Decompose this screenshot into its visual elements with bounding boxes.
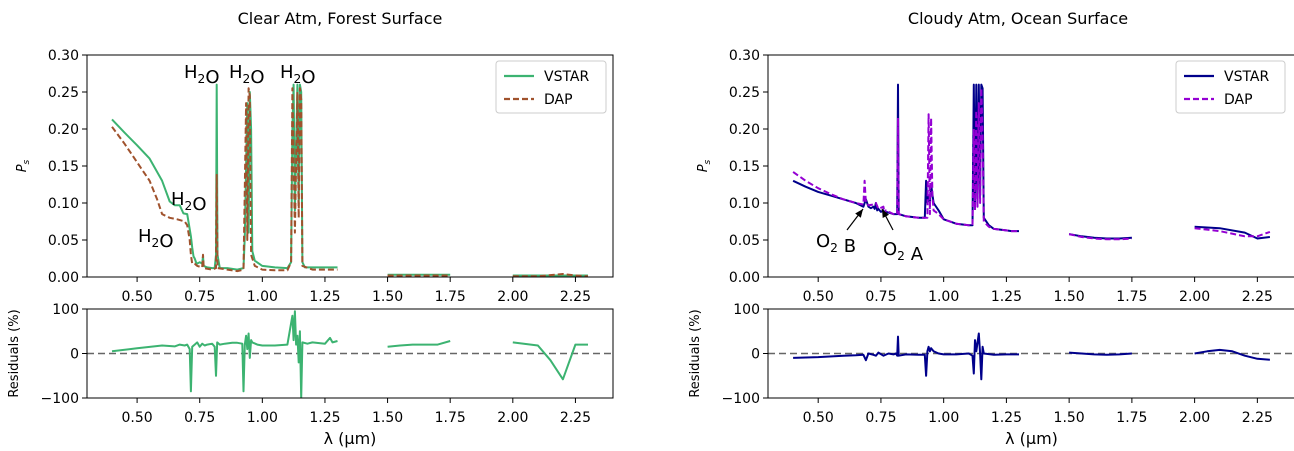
legend-entry: DAP — [1224, 92, 1253, 108]
y-tick-label: 0.30 — [48, 48, 79, 64]
y-tick-label: 0.15 — [48, 159, 79, 175]
res-x-tick-label: 0.75 — [184, 410, 215, 426]
legend: VSTAR DAP — [495, 60, 607, 114]
res-x-tick-label: 2.25 — [560, 410, 591, 426]
x-tick-label: 2.00 — [497, 289, 528, 305]
residual-line — [1194, 348, 1270, 361]
x-tick-label: 1.50 — [372, 289, 403, 305]
plot-frame — [767, 54, 1294, 278]
series-line-vstar — [792, 83, 1019, 233]
x-tick-label: 0.50 — [803, 289, 834, 305]
series-line-dap — [792, 87, 1019, 233]
legend: VSTAR DAP — [1175, 60, 1286, 114]
annotation-label: H2O — [171, 189, 207, 215]
res-y-axis-label: Residuals (%) — [688, 309, 703, 397]
panel-cloudy-ocean: Cloudy Atm, Ocean Surface 0.00 0.05 0.10 0.1… — [688, 9, 1294, 448]
x-tick-label: 1.75 — [435, 289, 466, 305]
res-x-tick-label: 1.50 — [372, 410, 403, 426]
x-tick-label: 0.75 — [865, 289, 896, 305]
x-tick-label: 1.00 — [928, 289, 959, 305]
panel-clear-forest: Clear Atm, Forest Surface 0.00 0.05 0.10 0.1… — [7, 9, 614, 448]
series-line-dap — [111, 87, 338, 273]
res-x-tick-label: 1.25 — [309, 410, 340, 426]
residual-line — [1069, 351, 1132, 356]
residual-frame — [767, 308, 1294, 399]
res-x-tick-label: 1.00 — [247, 410, 278, 426]
res-x-tick-label: 1.75 — [435, 410, 466, 426]
x-tick-label: 2.25 — [1242, 289, 1273, 305]
residual-line — [387, 340, 451, 348]
chart-title: Cloudy Atm, Ocean Surface — [908, 9, 1128, 28]
y-tick-label: 0.25 — [729, 85, 760, 101]
res-y-tick-label: −100 — [41, 391, 79, 407]
res-x-tick-label: 1.50 — [1054, 410, 1085, 426]
x-tick-label: 1.75 — [1116, 289, 1147, 305]
x-tick-label: 2.00 — [1179, 289, 1210, 305]
series-line-vstar — [1194, 225, 1271, 240]
annotation-label: H2O — [138, 226, 174, 252]
chart-title: Clear Atm, Forest Surface — [238, 9, 443, 28]
y-tick-label: 0.15 — [729, 159, 760, 175]
legend-entry: VSTAR — [544, 69, 590, 85]
x-tick-label: 2.25 — [560, 289, 591, 305]
res-y-tick-label: 100 — [733, 302, 760, 318]
x-axis-label: λ (μm) — [324, 429, 377, 448]
annotation-label: H2O — [184, 62, 220, 88]
residual-line — [512, 341, 588, 381]
residual-frame — [86, 308, 614, 399]
res-x-tick-label: 1.75 — [1116, 410, 1147, 426]
residual-line — [111, 310, 338, 398]
y-tick-label: 0.20 — [48, 122, 79, 138]
annotation-arrowhead — [855, 209, 863, 218]
x-tick-label: 0.75 — [184, 289, 215, 305]
res-x-tick-label: 2.00 — [1179, 410, 1210, 426]
annotation-label: H2O — [280, 62, 316, 88]
res-y-tick-label: 0 — [70, 347, 79, 363]
res-y-tick-label: −100 — [722, 391, 760, 407]
res-y-tick-label: 0 — [751, 347, 760, 363]
res-x-tick-label: 1.25 — [991, 410, 1022, 426]
x-tick-label: 1.25 — [309, 289, 340, 305]
annotation-arrowhead — [882, 209, 889, 218]
x-tick-label: 1.25 — [991, 289, 1022, 305]
series-line-dap — [1068, 233, 1132, 241]
y-tick-label: 0.05 — [729, 233, 760, 249]
legend-entry: DAP — [544, 92, 573, 108]
annotation-label: O2 B — [816, 231, 856, 257]
x-tick-label: 0.50 — [122, 289, 153, 305]
y-axis-label: Ps — [15, 159, 32, 172]
annotation-label: O2 A — [883, 239, 924, 265]
series-line-dap — [1194, 227, 1271, 238]
y-tick-label: 0.20 — [729, 122, 760, 138]
res-x-tick-label: 0.75 — [865, 410, 896, 426]
x-tick-label: 1.50 — [1054, 289, 1085, 305]
series-line-dap — [512, 273, 589, 277]
y-tick-label: 0.00 — [48, 270, 79, 286]
res-y-axis-label: Residuals (%) — [7, 309, 22, 397]
legend-entry: VSTAR — [1224, 69, 1270, 85]
annotation-label: H2O — [229, 62, 265, 88]
y-tick-label: 0.05 — [48, 233, 79, 249]
res-x-tick-label: 1.00 — [928, 410, 959, 426]
res-x-tick-label: 0.50 — [803, 410, 834, 426]
y-tick-label: 0.10 — [729, 196, 760, 212]
y-tick-label: 0.00 — [729, 270, 760, 286]
residual-line — [793, 332, 1019, 381]
res-y-tick-label: 100 — [52, 302, 79, 318]
y-tick-label: 0.10 — [48, 196, 79, 212]
res-x-tick-label: 0.50 — [122, 410, 153, 426]
y-tick-label: 0.25 — [48, 85, 79, 101]
y-tick-label: 0.30 — [729, 48, 760, 64]
res-x-tick-label: 2.00 — [497, 410, 528, 426]
plot-frame — [86, 54, 614, 278]
x-tick-label: 1.00 — [247, 289, 278, 305]
x-axis-label: λ (μm) — [1005, 429, 1058, 448]
res-x-tick-label: 2.25 — [1242, 410, 1273, 426]
y-axis-label: Ps — [696, 159, 713, 172]
